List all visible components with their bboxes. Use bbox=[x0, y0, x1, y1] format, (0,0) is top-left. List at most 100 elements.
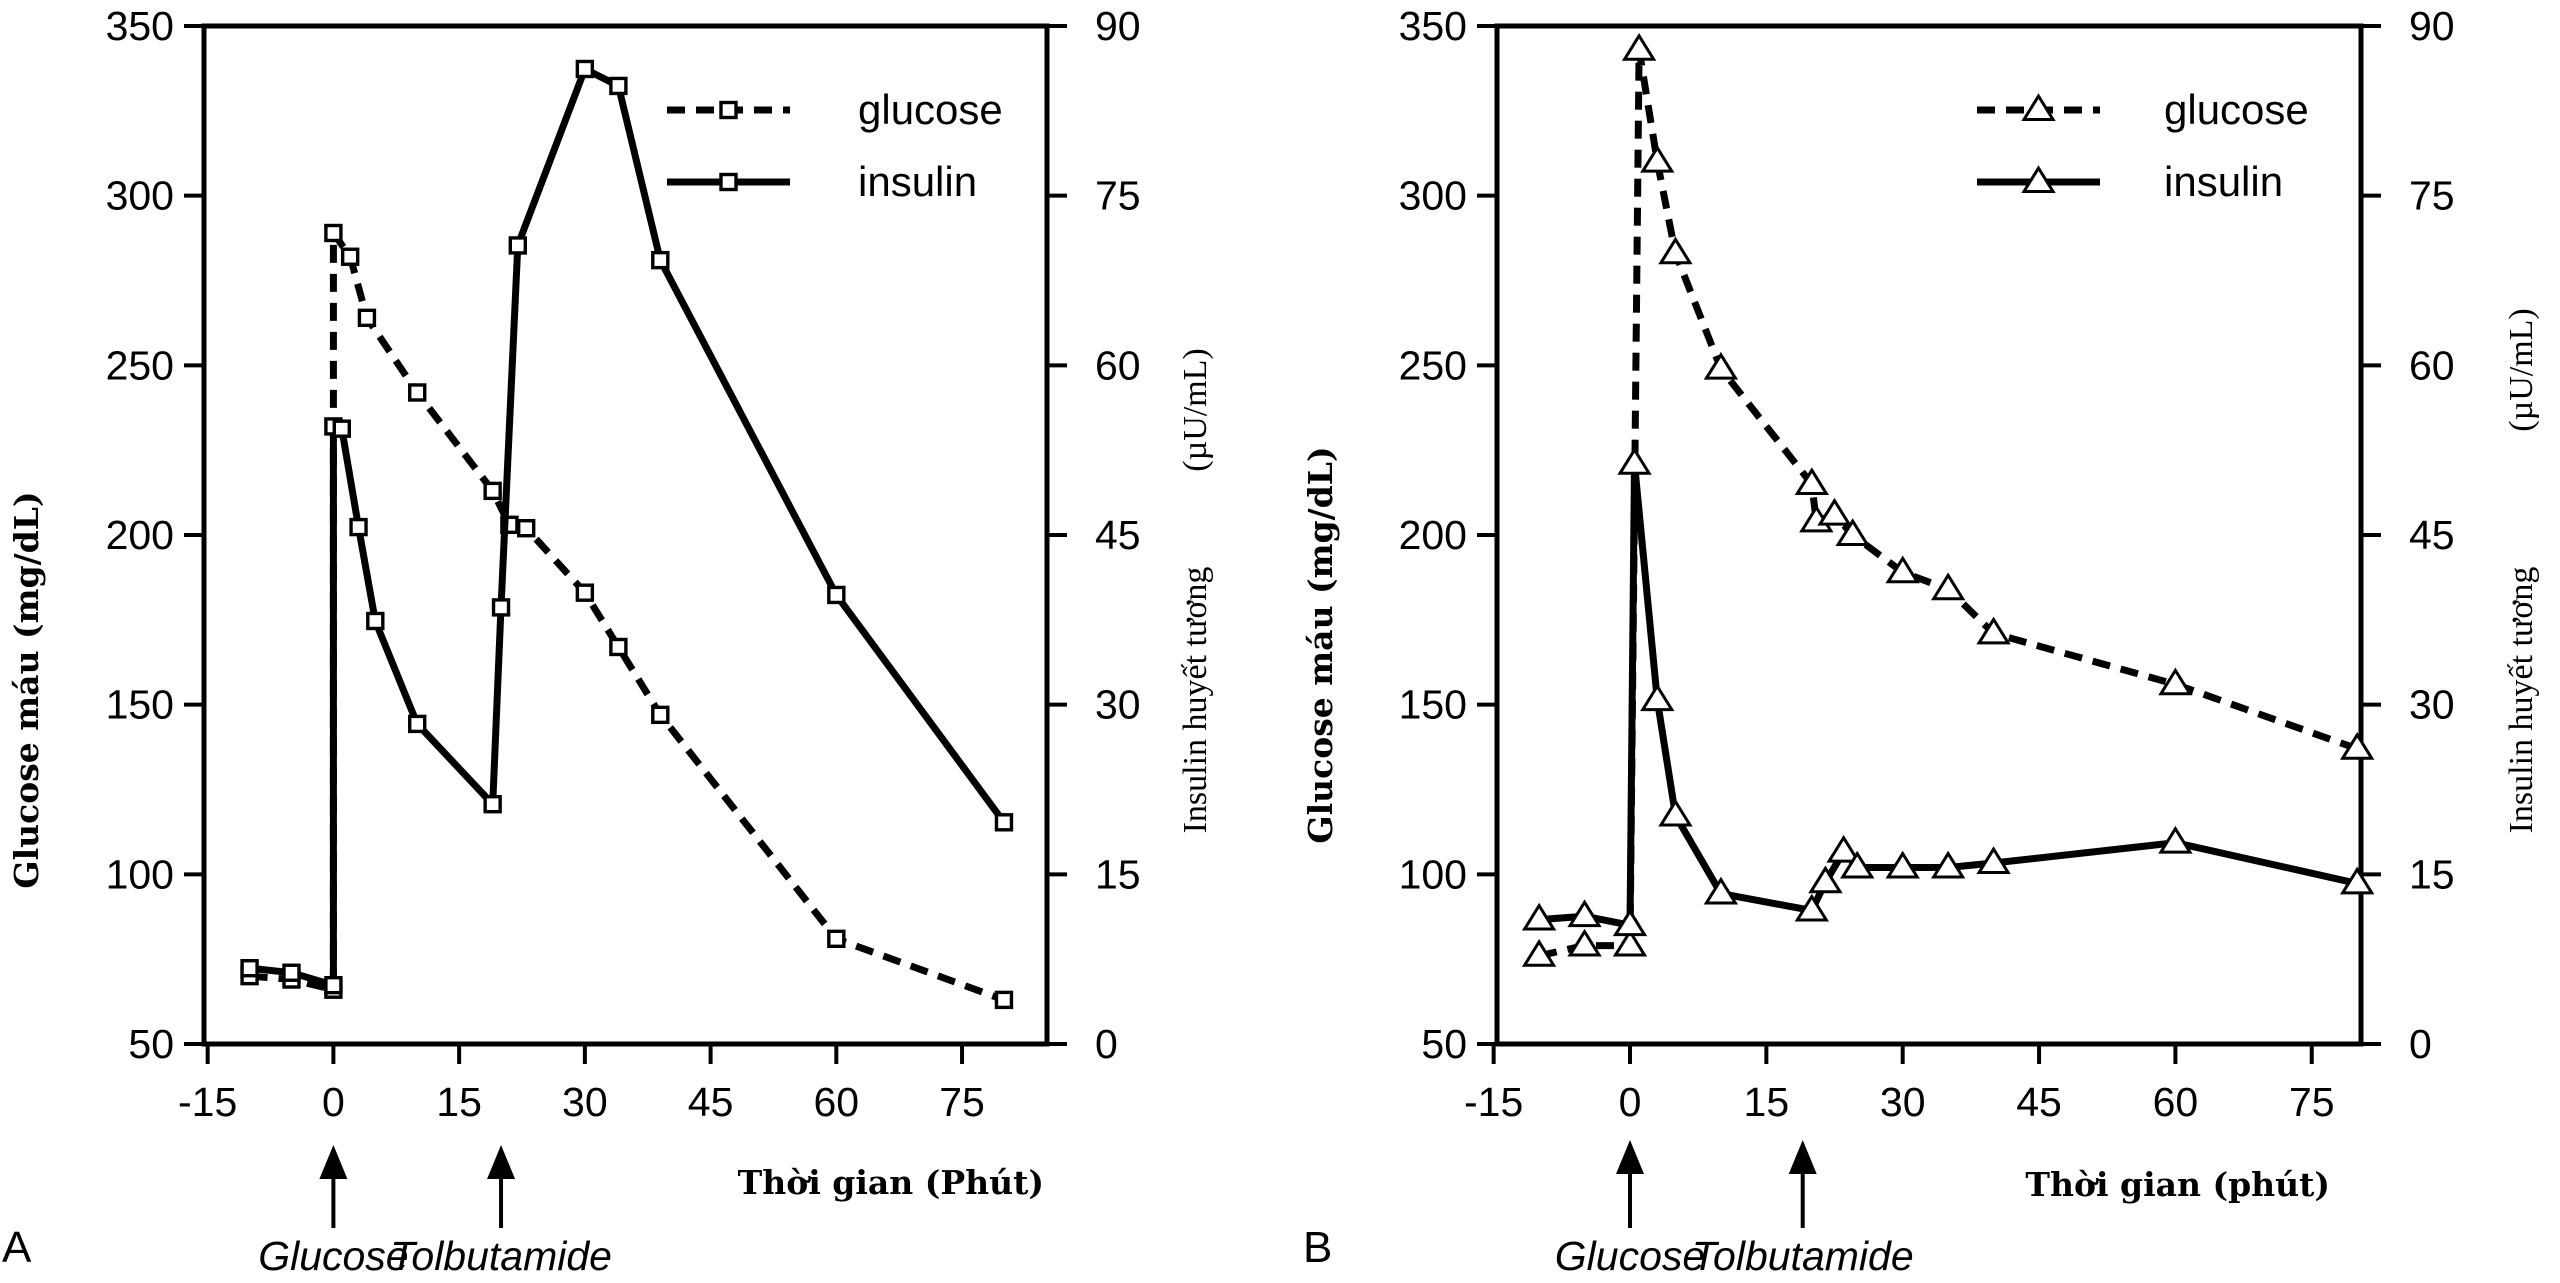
data-point-insulin bbox=[2158, 825, 2193, 854]
y-right-tick-label: 0 bbox=[2409, 1021, 2432, 1067]
data-point-glucose bbox=[1521, 938, 1557, 967]
x-tick-label: 30 bbox=[562, 1079, 608, 1125]
data-point-glucose bbox=[994, 990, 1014, 1010]
data-point-insulin bbox=[651, 250, 670, 270]
y-right-tick-label: 60 bbox=[2409, 342, 2455, 388]
y-right-tick-label: 45 bbox=[2409, 512, 2455, 558]
legend-label-insulin: insulin bbox=[2164, 158, 2283, 205]
legend-a: glucose insulin bbox=[667, 86, 1003, 205]
data-point-glucose bbox=[324, 223, 343, 243]
y-left-axis-label-b: Glucose máu (mg/dL) bbox=[1301, 446, 1340, 843]
data-point-insulin bbox=[1567, 899, 1602, 928]
y-right-ticks-b: 0 15 30 45 60 75 90 bbox=[2361, 3, 2455, 1067]
data-point-insulin bbox=[282, 963, 301, 982]
y-right-axis-unit-a: (µU/mL) bbox=[1177, 348, 1214, 471]
series-line-insulin bbox=[1538, 460, 2358, 929]
data-point-insulin bbox=[349, 517, 368, 537]
data-point-insulin bbox=[1703, 876, 1739, 905]
data-point-insulin bbox=[1658, 798, 1693, 827]
data-point-insulin bbox=[827, 585, 846, 605]
panel-a: A -15 0 15 30 45 60 75 50 100 150 200 250 300 350 0 1… bbox=[2, 3, 1214, 1279]
y-left-tick-label: 100 bbox=[1399, 851, 1467, 897]
data-point-insulin bbox=[508, 236, 528, 255]
data-point-insulin bbox=[491, 598, 511, 617]
data-point-glucose bbox=[1612, 928, 1648, 957]
data-point-glucose bbox=[827, 929, 846, 949]
data-point-insulin bbox=[575, 59, 595, 79]
y-left-tick-label: 50 bbox=[1421, 1021, 1467, 1067]
y-right-axis-label-a: Insulin huyết tương bbox=[1177, 567, 1214, 834]
legend-marker-glucose bbox=[719, 100, 738, 120]
y-right-tick-label: 60 bbox=[1095, 342, 1141, 388]
data-point-insulin bbox=[1794, 893, 1829, 922]
data-point-insulin bbox=[1617, 446, 1652, 475]
x-tick-label: 75 bbox=[939, 1079, 985, 1125]
y-left-tick-label: 350 bbox=[106, 3, 174, 49]
series-b bbox=[1521, 32, 2375, 967]
y-right-tick-label: 75 bbox=[1095, 173, 1141, 219]
series-line-insulin bbox=[249, 65, 1007, 989]
x-tick-label: -15 bbox=[178, 1079, 237, 1125]
x-ticks-b: -15 0 15 30 45 60 75 bbox=[1464, 1044, 2335, 1125]
data-point-insulin bbox=[483, 795, 502, 814]
data-point-glucose bbox=[651, 705, 670, 725]
x-tick-label: 15 bbox=[436, 1079, 482, 1125]
data-point-glucose bbox=[408, 383, 427, 402]
x-ticks-a: -15 0 15 30 45 60 75 bbox=[178, 1044, 985, 1125]
x-tick-label: 60 bbox=[814, 1079, 860, 1125]
legend-b: glucose insulin bbox=[1977, 86, 2309, 205]
data-point-glucose bbox=[1817, 497, 1852, 526]
data-point-insulin bbox=[1976, 846, 2011, 874]
panel-b: B -15 0 15 30 45 60 75 50 100 150 200 250 300 350 0 1… bbox=[1301, 3, 2540, 1279]
y-left-tick-label: 50 bbox=[128, 1021, 174, 1067]
data-point-insulin bbox=[1640, 683, 1675, 712]
data-point-glucose bbox=[2158, 667, 2193, 696]
y-left-tick-label: 200 bbox=[106, 512, 174, 558]
data-point-insulin bbox=[1521, 902, 1557, 931]
y-left-ticks-b: 50 100 150 200 250 300 350 bbox=[1399, 3, 1497, 1067]
data-point-insulin bbox=[332, 419, 351, 438]
y-right-axis-unit-b: (µU/mL) bbox=[2503, 308, 2540, 431]
data-point-insulin bbox=[1826, 834, 1861, 863]
annotation-label: Glucose bbox=[1555, 1233, 1705, 1279]
data-point-glucose bbox=[2340, 731, 2375, 760]
data-point-glucose bbox=[1794, 467, 1829, 496]
annotation-label: Glucose bbox=[258, 1233, 408, 1279]
data-point-glucose bbox=[1567, 928, 1602, 957]
y-left-tick-label: 250 bbox=[106, 342, 174, 388]
x-tick-label: -15 bbox=[1464, 1079, 1523, 1125]
y-left-tick-label: 250 bbox=[1399, 342, 1467, 388]
y-right-tick-label: 30 bbox=[2409, 682, 2455, 728]
legend-label-glucose: glucose bbox=[858, 86, 1003, 133]
annotation-arrow-head bbox=[487, 1145, 516, 1179]
data-point-insulin bbox=[240, 959, 259, 978]
data-point-glucose bbox=[1703, 351, 1739, 380]
y-left-tick-label: 300 bbox=[1399, 173, 1467, 219]
data-point-glucose bbox=[1621, 32, 1657, 61]
legend-marker-glucose bbox=[2021, 93, 2056, 121]
annotation-label: Tolbutamide bbox=[1692, 1233, 1914, 1279]
data-point-glucose bbox=[1640, 144, 1675, 173]
x-tick-label: 30 bbox=[1880, 1079, 1926, 1125]
x-tick-label: 45 bbox=[2016, 1079, 2062, 1125]
data-point-glucose bbox=[1658, 236, 1693, 265]
data-point-glucose bbox=[575, 583, 595, 602]
series-a bbox=[240, 59, 1014, 1010]
x-tick-label: 15 bbox=[1744, 1079, 1790, 1125]
data-point-insulin bbox=[609, 76, 628, 96]
y-right-tick-label: 15 bbox=[1095, 851, 1141, 897]
x-axis-label-b: Thời gian (phút) bbox=[2025, 1165, 2330, 1204]
y-left-tick-label: 100 bbox=[106, 851, 174, 897]
x-tick-label: 0 bbox=[322, 1079, 345, 1125]
data-point-glucose bbox=[1976, 616, 2011, 645]
data-point-insulin bbox=[1930, 850, 1966, 879]
data-point-insulin bbox=[1612, 908, 1648, 937]
y-right-tick-label: 0 bbox=[1095, 1021, 1118, 1067]
panel-letter-a: A bbox=[2, 1223, 32, 1272]
data-point-insulin bbox=[366, 611, 385, 631]
y-left-tick-label: 300 bbox=[106, 173, 174, 219]
data-point-insulin bbox=[2340, 866, 2375, 895]
data-point-glucose bbox=[1885, 555, 1920, 584]
data-point-glucose bbox=[357, 308, 377, 328]
legend-marker-insulin bbox=[719, 172, 738, 192]
